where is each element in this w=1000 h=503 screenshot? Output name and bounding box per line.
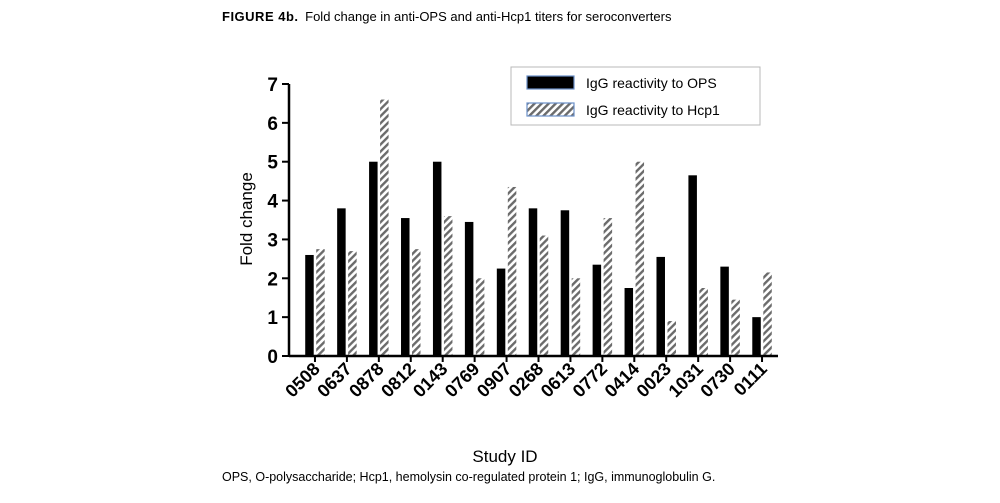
y-tick-label: 3 [267, 230, 278, 251]
x-tick-label: 0907 [473, 359, 515, 401]
footnote: OPS, O-polysaccharide; Hcp1, hemolysin c… [222, 470, 716, 484]
bar-hcp1-0613 [571, 278, 581, 356]
legend-swatch-ops [526, 75, 575, 90]
bar-hcp1-0772 [603, 218, 613, 356]
x-tick-label: 0613 [537, 359, 579, 401]
bar-hcp1-0637 [348, 251, 357, 356]
x-tick-label: 0772 [569, 359, 611, 401]
bar-ops-0143 [432, 161, 442, 356]
bars-group [305, 99, 772, 357]
bar-ops-0023 [656, 256, 665, 356]
bar-ops-1031 [688, 175, 697, 356]
legend-swatch-hcp1 [526, 102, 575, 117]
x-tick-label: 0637 [313, 359, 355, 401]
y-tick-label: 0 [267, 347, 278, 368]
bar-hcp1-0414 [635, 161, 645, 356]
chart-legend: IgG reactivity to OPS IgG reactivity to H… [510, 66, 761, 126]
bar-ops-0730 [720, 266, 729, 356]
legend-label-ops: IgG reactivity to OPS [586, 75, 717, 91]
bar-hcp1-1031 [699, 288, 708, 356]
y-axis-title: Fold change [237, 172, 256, 266]
bar-ops-0772 [592, 264, 602, 356]
x-tick-label: 0111 [730, 359, 771, 400]
x-tick-label: 0143 [409, 359, 451, 401]
y-tick-label: 6 [267, 114, 278, 135]
x-tick-label: 0730 [696, 359, 738, 401]
y-tick-label: 5 [267, 153, 278, 174]
figure-label: FIGURE 4b. [222, 9, 299, 24]
bar-hcp1-0143 [443, 216, 453, 356]
bar-ops-0111 [752, 317, 761, 356]
figure-caption-text: Fold change in anti-OPS and anti-Hcp1 ti… [305, 9, 672, 24]
x-tick-label: 1031 [665, 359, 707, 401]
bar-hcp1-0111 [763, 272, 772, 356]
x-tick-label: 0878 [345, 359, 387, 401]
bar-hcp1-0508 [316, 249, 325, 356]
x-tick-label: 0508 [281, 359, 323, 401]
bar-ops-0508 [305, 254, 314, 356]
x-tick-label: 0414 [601, 359, 643, 401]
x-axis-title: Study ID [472, 447, 537, 466]
y-tick-label: 4 [267, 192, 278, 213]
bar-hcp1-0268 [539, 235, 549, 356]
bar-hcp1-0023 [667, 321, 676, 356]
bar-hcp1-0769 [475, 278, 485, 356]
bar-hcp1-0812 [412, 249, 421, 356]
bar-ops-0907 [496, 268, 506, 356]
y-tick-label: 1 [267, 308, 278, 329]
x-tick-label: 0268 [505, 359, 547, 401]
bar-hcp1-0907 [507, 186, 517, 356]
bar-ops-0769 [464, 221, 474, 356]
x-tick-label: 0023 [633, 359, 675, 401]
y-tick-label: 7 [267, 75, 278, 96]
legend-label-hcp1: IgG reactivity to Hcp1 [586, 102, 720, 118]
bar-ops-0812 [401, 218, 410, 356]
bar-ops-0878 [369, 161, 378, 356]
bar-ops-0268 [528, 208, 538, 356]
bar-ops-0414 [624, 288, 634, 356]
bar-hcp1-0878 [380, 99, 389, 357]
bar-ops-0613 [560, 210, 570, 356]
figure-caption: FIGURE 4b. Fold change in anti-OPS and a… [222, 9, 671, 24]
x-tick-label: 0812 [377, 359, 419, 401]
bar-ops-0637 [337, 208, 346, 356]
x-tick-label: 0769 [441, 359, 483, 401]
bar-hcp1-0730 [731, 299, 740, 356]
y-tick-label: 2 [267, 269, 278, 290]
